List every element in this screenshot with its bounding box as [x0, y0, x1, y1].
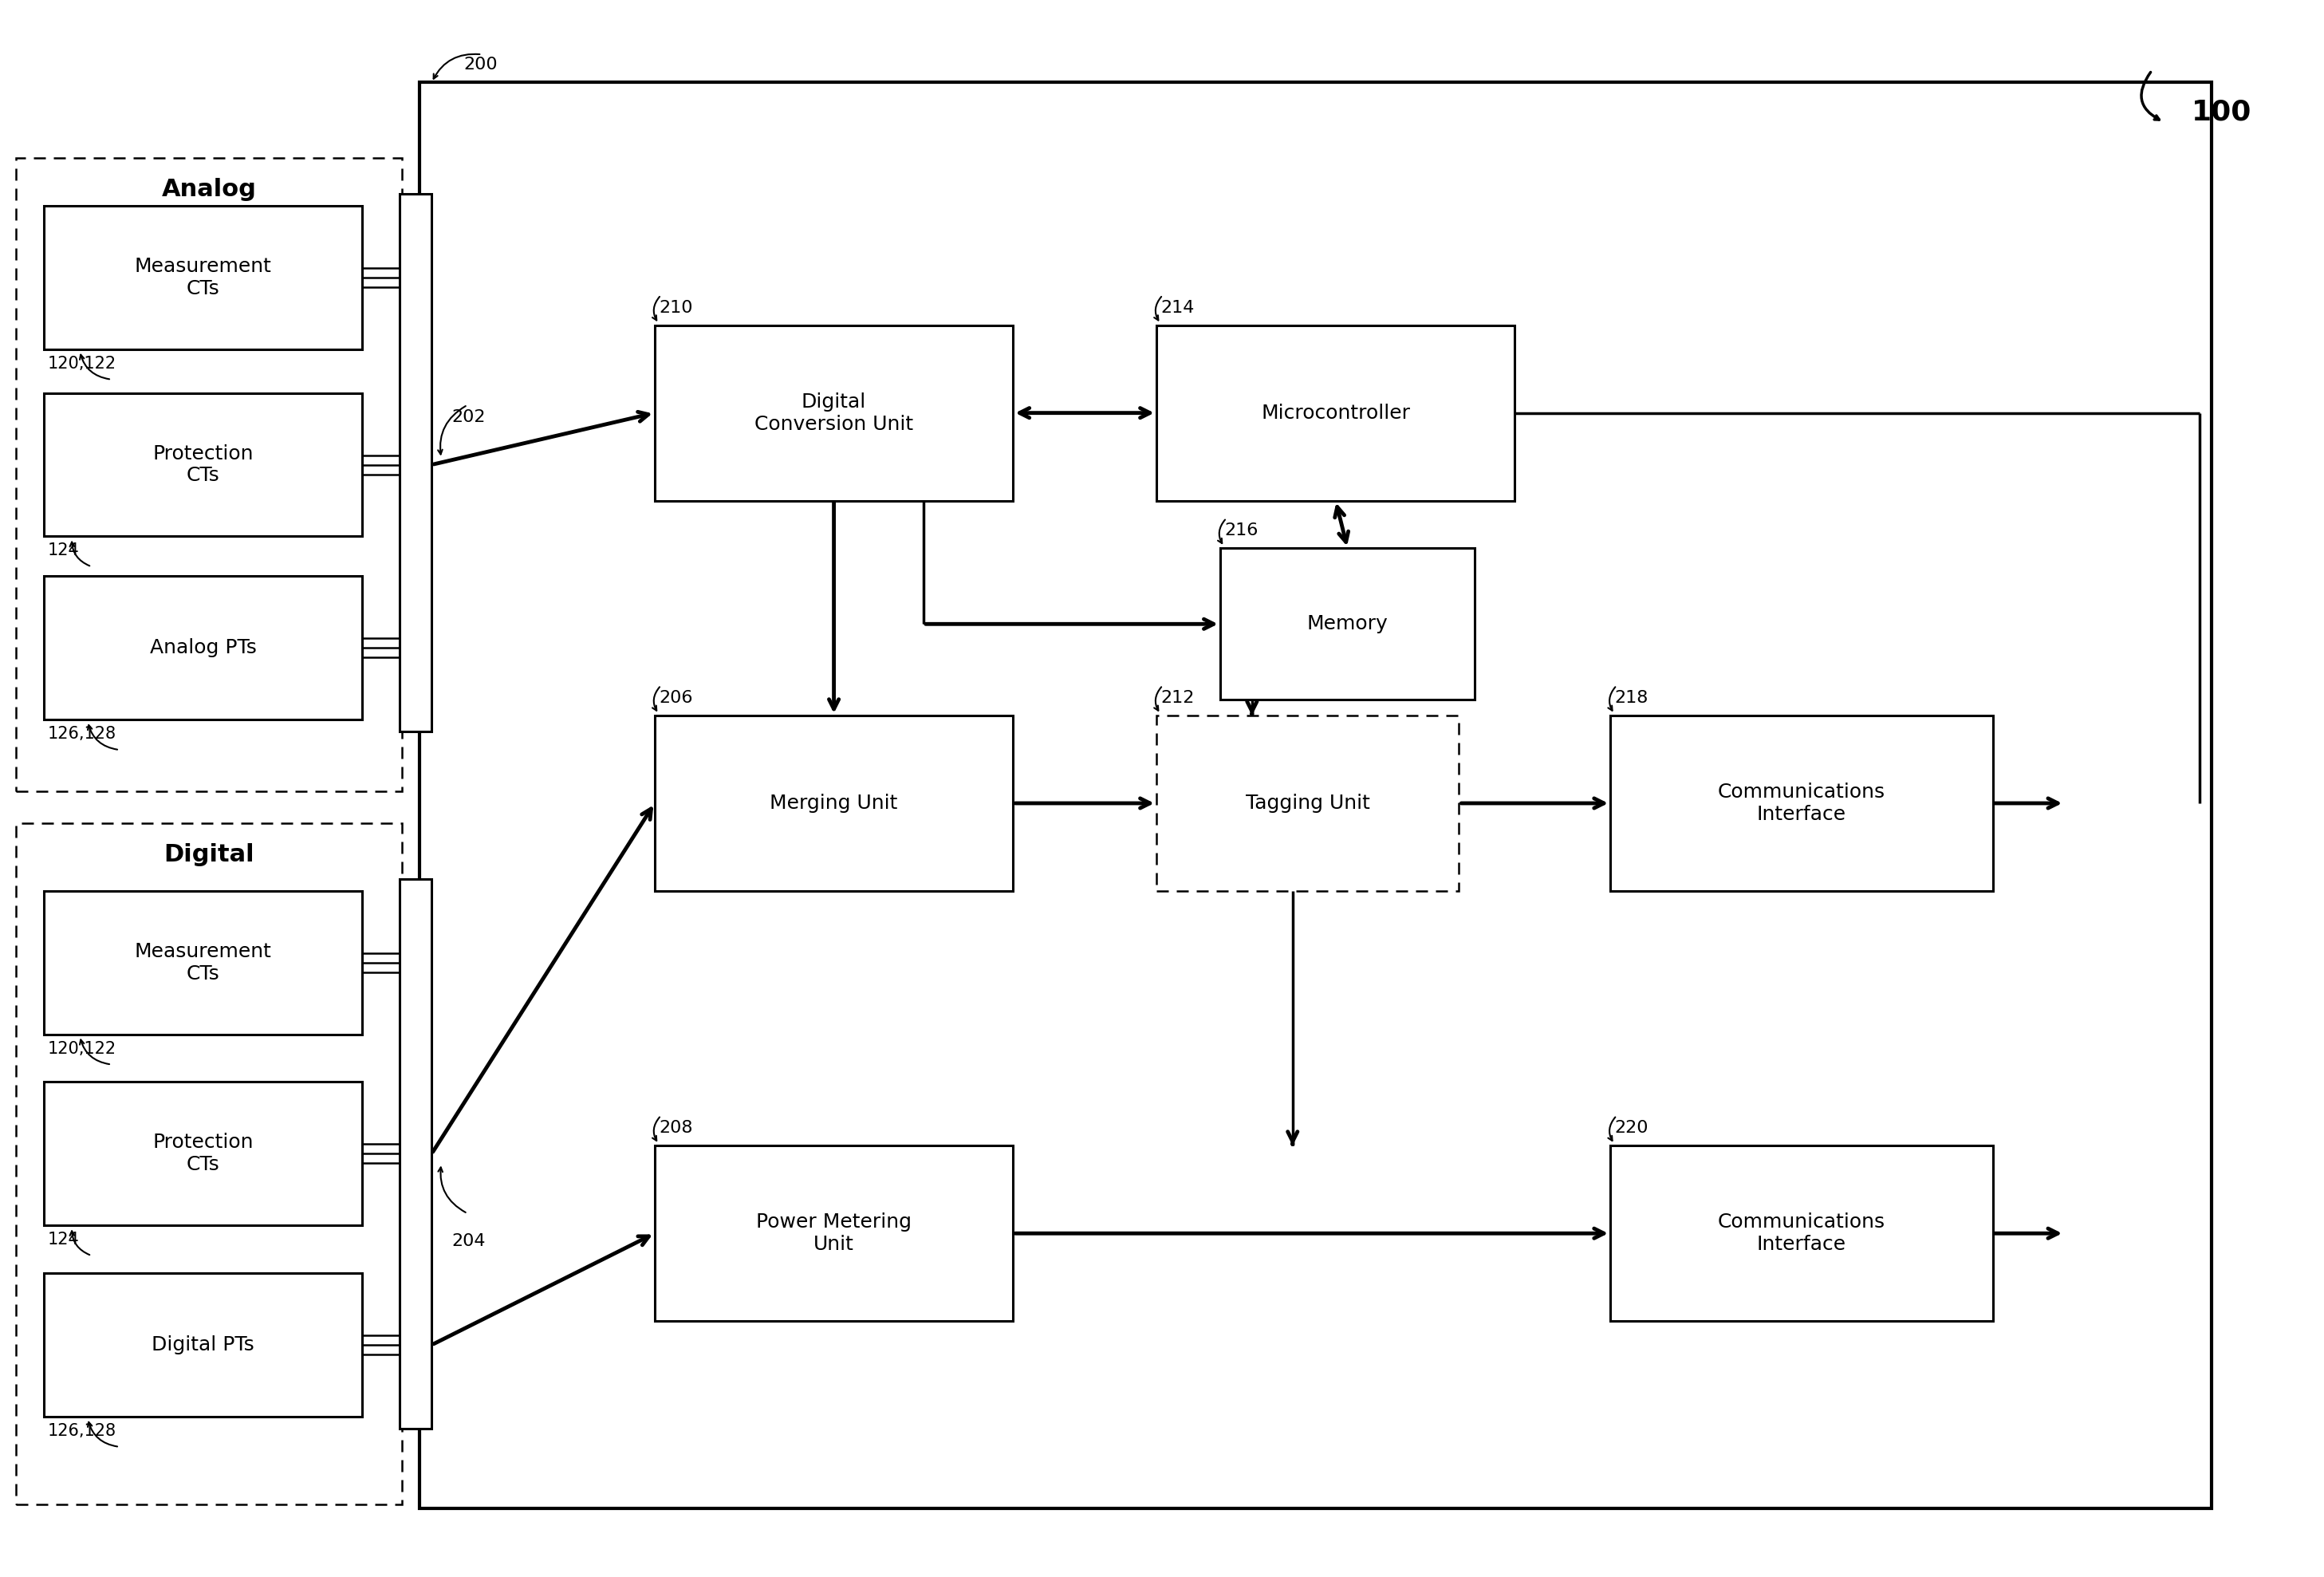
Text: Measurement
CTs: Measurement CTs: [135, 257, 272, 298]
Bar: [655, 716, 1013, 891]
Text: Tagging Unit: Tagging Unit: [1246, 793, 1369, 812]
Bar: [44, 891, 363, 1035]
Text: 126,128: 126,128: [49, 725, 116, 741]
Bar: [44, 1273, 363, 1416]
Text: 218: 218: [1615, 691, 1648, 706]
Text: 124: 124: [49, 542, 79, 558]
Text: Digital: Digital: [163, 844, 253, 866]
Text: Memory: Memory: [1306, 615, 1387, 634]
Text: Measurement
CTs: Measurement CTs: [135, 941, 272, 982]
Bar: [655, 1146, 1013, 1322]
Text: 220: 220: [1615, 1120, 1648, 1135]
Bar: [44, 393, 363, 536]
Bar: [1611, 1146, 1992, 1322]
Bar: [655, 325, 1013, 500]
Text: 126,128: 126,128: [49, 1422, 116, 1438]
Bar: [421, 82, 2212, 1508]
Text: 206: 206: [658, 691, 693, 706]
Text: Microcontroller: Microcontroller: [1262, 404, 1411, 423]
Text: 202: 202: [451, 408, 486, 424]
Text: Analog PTs: Analog PTs: [149, 639, 256, 658]
Text: Protection
CTs: Protection CTs: [153, 445, 253, 486]
Text: Communications
Interface: Communications Interface: [1717, 782, 1885, 823]
Text: 200: 200: [462, 57, 497, 73]
Bar: [44, 1082, 363, 1225]
Text: 214: 214: [1160, 300, 1195, 315]
Text: 208: 208: [658, 1120, 693, 1135]
Text: 120,122: 120,122: [49, 355, 116, 372]
Text: 124: 124: [49, 1232, 79, 1247]
Text: Analog: Analog: [163, 178, 256, 202]
Bar: [16, 158, 402, 792]
Bar: [400, 194, 432, 732]
Text: Communications
Interface: Communications Interface: [1717, 1213, 1885, 1254]
Text: Merging Unit: Merging Unit: [769, 793, 897, 812]
Text: Protection
CTs: Protection CTs: [153, 1132, 253, 1175]
Bar: [1220, 549, 1476, 700]
Bar: [44, 207, 363, 349]
Bar: [1611, 716, 1992, 891]
Bar: [1157, 325, 1515, 500]
Text: Digital PTs: Digital PTs: [151, 1336, 253, 1355]
Bar: [1157, 716, 1459, 891]
Text: Power Metering
Unit: Power Metering Unit: [755, 1213, 911, 1254]
Bar: [16, 823, 402, 1504]
Text: 204: 204: [451, 1233, 486, 1249]
Bar: [400, 878, 432, 1429]
Text: 216: 216: [1225, 524, 1257, 539]
Text: 120,122: 120,122: [49, 1041, 116, 1057]
Text: Digital
Conversion Unit: Digital Conversion Unit: [755, 393, 913, 434]
Text: 212: 212: [1160, 691, 1195, 706]
Bar: [44, 576, 363, 719]
Text: 210: 210: [658, 300, 693, 315]
Text: 100: 100: [2192, 98, 2252, 126]
